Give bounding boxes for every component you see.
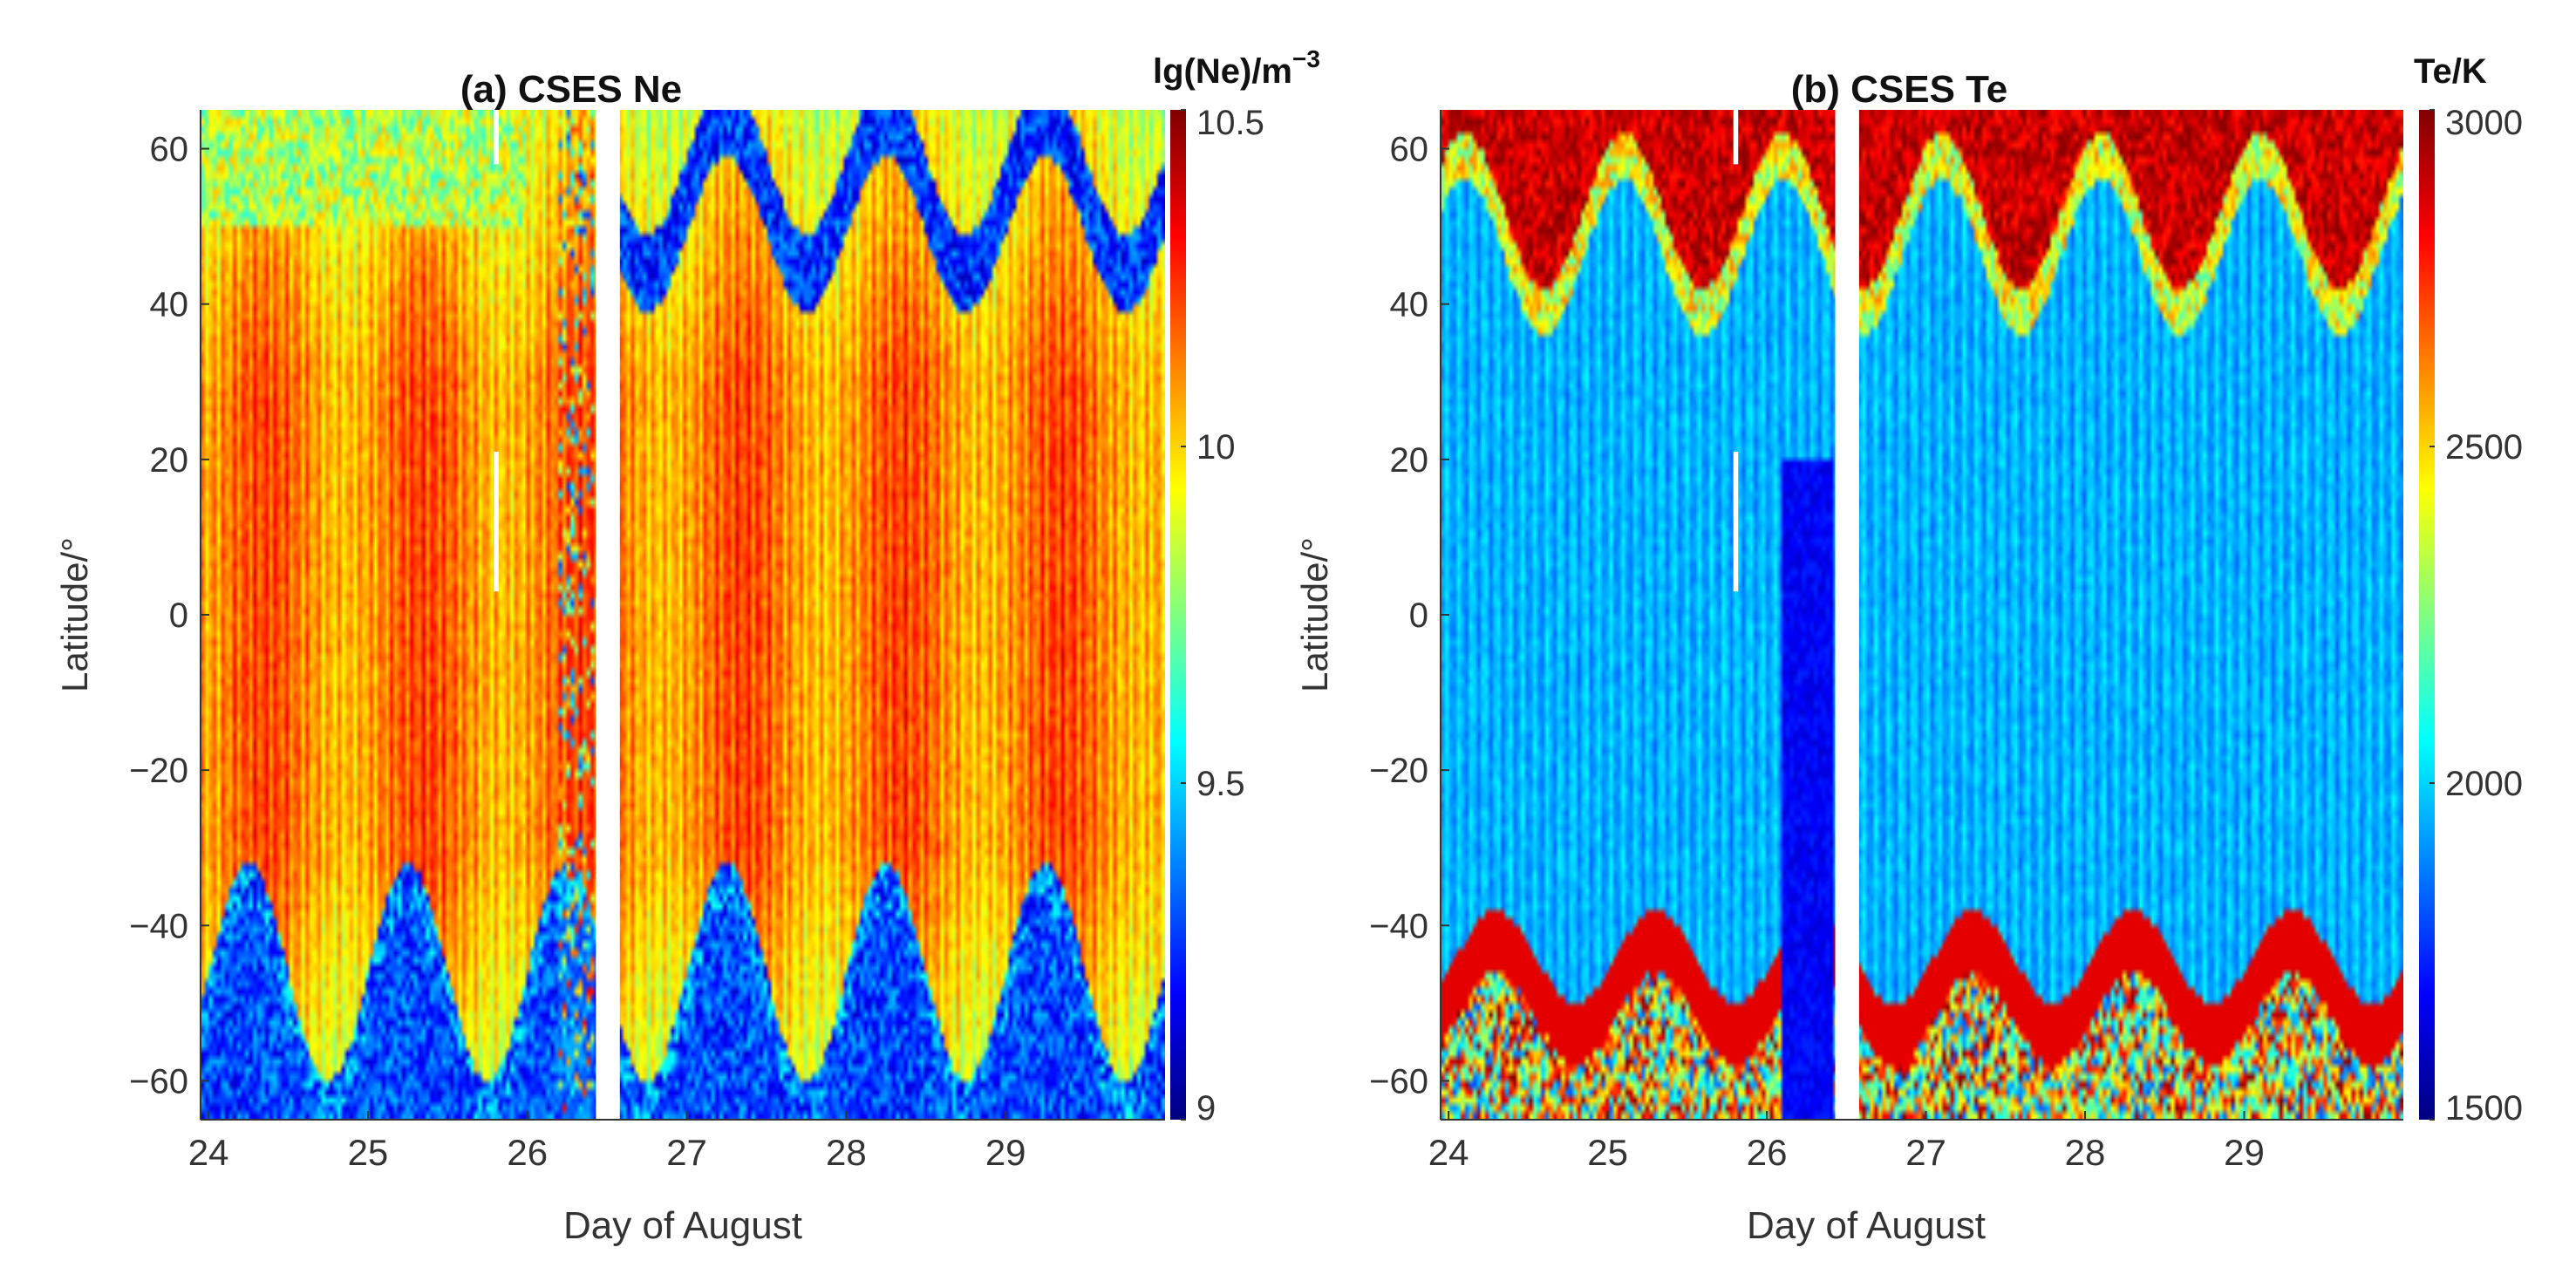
panel-b-colorbar-tick-label: 1500 xyxy=(2445,1089,2523,1128)
panel-b-x-tick-label: 24 xyxy=(1428,1132,1469,1173)
panel-b-colorbar: 1500 2000 2500 3000 Te/K xyxy=(2414,52,2523,1128)
panel-b-y-tick-label: 0 xyxy=(1409,596,1428,635)
panel-b-data-gaps xyxy=(1733,110,1859,1120)
panel-a-colorbar: 9 9.5 10 10.5 lg(Ne)/m−3 xyxy=(1153,45,1320,1128)
panel-a-x-tick-label: 26 xyxy=(507,1132,548,1173)
panel-a-x-tick-label: 28 xyxy=(826,1132,867,1173)
panel-a-y-tick-label: 60 xyxy=(150,131,189,169)
panel-b-gap-2 xyxy=(1733,110,1739,165)
panel-b-heatmap-image xyxy=(1441,110,2403,1120)
panel-a-x-tick-label: 24 xyxy=(188,1132,229,1173)
panel-b-y-tick-label: −40 xyxy=(1369,907,1428,945)
panel-a: (a) CSES Ne 24 25 26 27 28 29 −60 −40 −20 0 20 40 60… xyxy=(54,45,1320,1247)
panel-a-data-gaps xyxy=(494,110,620,1120)
panel-a-x-tick-label: 25 xyxy=(348,1132,389,1173)
panel-a-colorbar-tick-label: 10 xyxy=(1196,428,1236,467)
panel-b-y-tick-label: −20 xyxy=(1369,752,1428,790)
panel-b-colorbar-ticks: 1500 2000 2500 3000 xyxy=(2429,104,2523,1128)
panel-a-x-tick-label: 27 xyxy=(666,1132,707,1173)
panel-a-y-tick-label: −60 xyxy=(129,1062,188,1100)
panel-a-colorbar-title-main: lg(Ne)/m xyxy=(1153,52,1292,91)
panel-b-y-tick-label: −60 xyxy=(1369,1062,1428,1100)
panel-b-colorbar-title-main: Te/K xyxy=(2414,52,2487,91)
panel-b-x-tick-label: 28 xyxy=(2065,1132,2106,1173)
panel-a-y-tick-label: 0 xyxy=(169,596,188,635)
panel-b-x-tick-label: 25 xyxy=(1587,1132,1628,1173)
panel-b: (b) CSES Te 24 25 26 27 28 29 −60 −40 −20 0 20 40 60… xyxy=(1294,52,2523,1247)
panel-a-heatmap-image xyxy=(201,110,1165,1120)
panel-a-axes: 24 25 26 27 28 29 −60 −40 −20 0 20 40 60 xyxy=(129,110,1165,1173)
panel-b-ylabel: Latitude/° xyxy=(1294,537,1335,692)
panel-a-colorbar-title: lg(Ne)/m−3 xyxy=(1153,45,1320,91)
panel-a-colorbar-tick-label: 10.5 xyxy=(1196,104,1264,142)
panel-a-gap-2 xyxy=(494,110,499,165)
panel-b-x-tick-label: 27 xyxy=(1905,1132,1946,1173)
panel-a-heatmap xyxy=(201,110,1165,1120)
panel-a-y-tick-label: 20 xyxy=(150,441,189,480)
panel-a-x-tick-label: 29 xyxy=(985,1132,1026,1173)
panel-b-y-tick-label: 20 xyxy=(1390,441,1429,480)
panel-a-gap-1 xyxy=(494,451,499,592)
panel-b-axes: 24 25 26 27 28 29 −60 −40 −20 0 20 40 60 xyxy=(1369,110,2403,1173)
panel-b-xlabel: Day of August xyxy=(1747,1204,1986,1247)
panel-b-colorbar-tick-label: 2000 xyxy=(2445,765,2523,803)
panel-a-colorbar-bar xyxy=(1170,110,1186,1120)
panel-a-colorbar-tick-label: 9.5 xyxy=(1196,765,1245,803)
panel-a-title: (a) CSES Ne xyxy=(460,68,682,111)
panel-a-colorbar-tick-label: 9 xyxy=(1196,1089,1216,1128)
panel-a-xlabel: Day of August xyxy=(563,1204,802,1247)
panel-b-colorbar-title: Te/K xyxy=(2414,52,2487,91)
panel-a-colorbar-ticks: 9 9.5 10 10.5 xyxy=(1181,104,1264,1128)
panel-a-y-tick-label: −40 xyxy=(129,907,188,945)
panel-a-y-tick-label: 40 xyxy=(150,286,189,324)
panel-a-ylabel: Latitude/° xyxy=(54,537,95,692)
panel-a-colorbar-title-sup: −3 xyxy=(1292,45,1320,72)
panel-a-y-tick-label: −20 xyxy=(129,752,188,790)
panel-b-x-tick-label: 29 xyxy=(2224,1132,2265,1173)
panel-b-title: (b) CSES Te xyxy=(1791,68,2008,111)
panel-b-colorbar-tick-label: 2500 xyxy=(2445,428,2523,467)
panel-b-y-tick-label: 40 xyxy=(1390,286,1429,324)
panel-b-gap-0 xyxy=(1835,110,1859,1120)
panel-b-gap-1 xyxy=(1733,451,1739,592)
panel-b-colorbar-bar xyxy=(2419,110,2435,1120)
panel-b-heatmap xyxy=(1441,110,2403,1120)
panel-b-y-tick-label: 60 xyxy=(1390,131,1429,169)
panel-b-x-tick-label: 26 xyxy=(1747,1132,1788,1173)
panel-b-colorbar-tick-label: 3000 xyxy=(2445,104,2523,142)
panel-a-gap-0 xyxy=(596,110,620,1120)
